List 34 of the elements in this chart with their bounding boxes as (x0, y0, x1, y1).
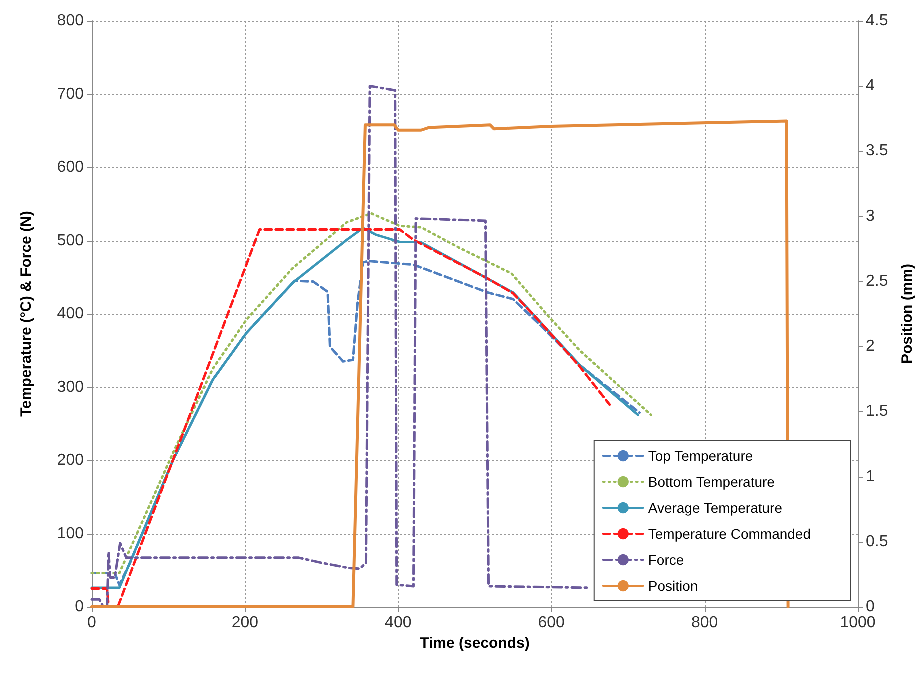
y2-tick-label: 0 (866, 598, 875, 616)
y-tick-label: 0 (75, 598, 84, 616)
x-tick-label: 800 (691, 614, 718, 632)
y-tick-label: 600 (57, 159, 84, 176)
y2-tick-label: 2 (866, 338, 875, 356)
x-tick-label: 400 (385, 614, 412, 632)
y2-tick-label: 0.5 (866, 533, 888, 550)
legend-label: Position (648, 578, 698, 594)
y-tick-label: 100 (57, 525, 84, 542)
y-axis-title: Temperature (°C) & Force (N) (18, 211, 35, 417)
y-tick-label: 800 (57, 12, 84, 30)
legend-label: Average Temperature (648, 500, 783, 516)
y2-tick-label: 1.5 (866, 403, 888, 420)
legend-label: Bottom Temperature (648, 474, 776, 490)
x-tick-label: 200 (232, 614, 259, 632)
y2-tick-label: 3.5 (866, 142, 888, 160)
y2-tick-label: 1 (866, 468, 875, 486)
y-tick-label: 400 (57, 306, 84, 322)
y-tick-label: 700 (57, 86, 84, 103)
x-tick-label: 600 (538, 614, 566, 632)
y2-tick-label: 4 (866, 78, 875, 95)
x-tick-label: 1000 (840, 614, 876, 632)
x-axis-title: Time (seconds) (420, 634, 530, 652)
y2-tick-label: 3 (866, 208, 875, 225)
y2-axis-title: Position (mm) (899, 264, 916, 364)
legend-label: Top Temperature (648, 448, 754, 464)
y2-tick-label: 2.5 (866, 272, 888, 290)
y-tick-label: 300 (57, 378, 84, 396)
y-tick-label: 200 (57, 452, 84, 469)
y-tick-label: 500 (57, 232, 84, 250)
legend-label: Temperature Commanded (648, 526, 812, 542)
x-tick-label: 0 (88, 614, 97, 632)
legend-label: Force (648, 552, 684, 568)
y2-tick-label: 4.5 (866, 12, 888, 30)
